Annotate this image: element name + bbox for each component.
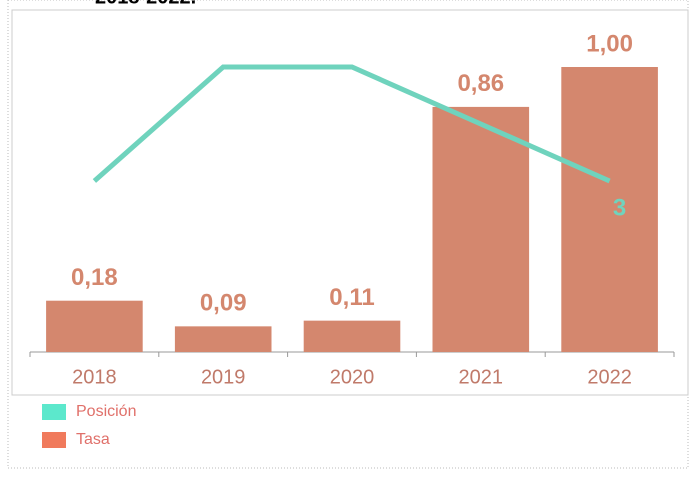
legend-label: Posición	[76, 403, 136, 420]
data-label: 0,18	[71, 264, 118, 291]
x-tick-label: 2018	[72, 366, 117, 388]
legend-swatch	[42, 432, 66, 448]
bar	[303, 320, 401, 352]
legend-swatch	[42, 404, 66, 420]
line	[92, 64, 611, 184]
data-label: 3	[613, 194, 626, 221]
data-label: 0,86	[457, 70, 504, 97]
x-tick-label: 2022	[587, 366, 632, 388]
outer-frame	[7, 0, 689, 469]
bar	[561, 67, 658, 352]
x-tick-label: 2020	[330, 366, 375, 388]
data-label: 0,11	[329, 284, 374, 311]
x-tick-label: 2021	[459, 366, 504, 388]
bar	[174, 326, 272, 352]
data-label: 1,00	[586, 30, 633, 57]
bar	[432, 106, 530, 353]
chart-title: 2018-2022.	[95, 0, 196, 8]
data-label: 0,09	[200, 290, 247, 317]
plot-frame	[11, 9, 689, 396]
legend-label: Tasa	[76, 431, 110, 448]
x-tick-label: 2019	[201, 366, 246, 388]
bar	[46, 300, 143, 352]
